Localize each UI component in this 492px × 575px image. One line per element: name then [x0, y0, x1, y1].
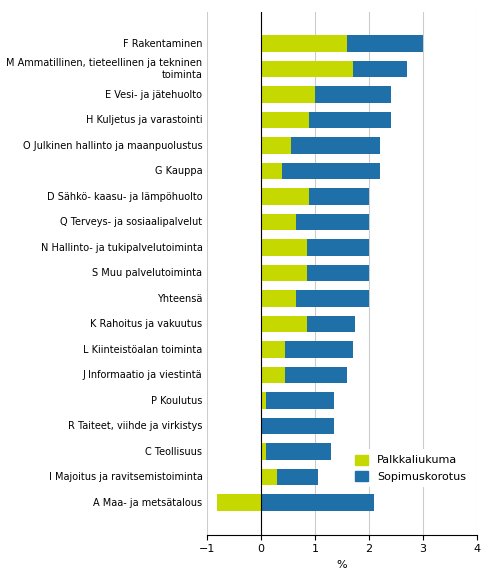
Bar	[261, 494, 374, 511]
Bar	[296, 214, 369, 231]
Bar	[261, 443, 266, 460]
Bar	[307, 316, 356, 332]
Bar	[309, 189, 369, 205]
Bar	[261, 265, 307, 281]
Bar	[296, 290, 369, 307]
Bar	[217, 494, 261, 511]
Bar	[261, 392, 266, 409]
Bar	[307, 239, 369, 256]
Bar	[261, 61, 353, 78]
Bar	[261, 290, 296, 307]
Bar	[347, 35, 423, 52]
Bar	[261, 342, 285, 358]
X-axis label: %: %	[337, 560, 347, 570]
Bar	[261, 239, 307, 256]
Bar	[266, 392, 334, 409]
Bar	[261, 189, 309, 205]
Bar	[261, 112, 309, 128]
Bar	[261, 35, 347, 52]
Legend: Palkkaliukuma, Sopimuskorotus: Palkkaliukuma, Sopimuskorotus	[349, 449, 472, 488]
Bar	[266, 443, 331, 460]
Bar	[261, 86, 315, 103]
Bar	[315, 86, 391, 103]
Bar	[261, 214, 296, 231]
Bar	[282, 163, 380, 179]
Bar	[261, 163, 282, 179]
Bar	[291, 137, 380, 154]
Bar	[285, 367, 347, 384]
Bar	[307, 265, 369, 281]
Bar	[261, 418, 334, 435]
Bar	[277, 469, 318, 485]
Bar	[261, 316, 307, 332]
Bar	[261, 137, 291, 154]
Bar	[285, 342, 353, 358]
Bar	[261, 469, 277, 485]
Bar	[261, 367, 285, 384]
Bar	[309, 112, 391, 128]
Bar	[353, 61, 407, 78]
